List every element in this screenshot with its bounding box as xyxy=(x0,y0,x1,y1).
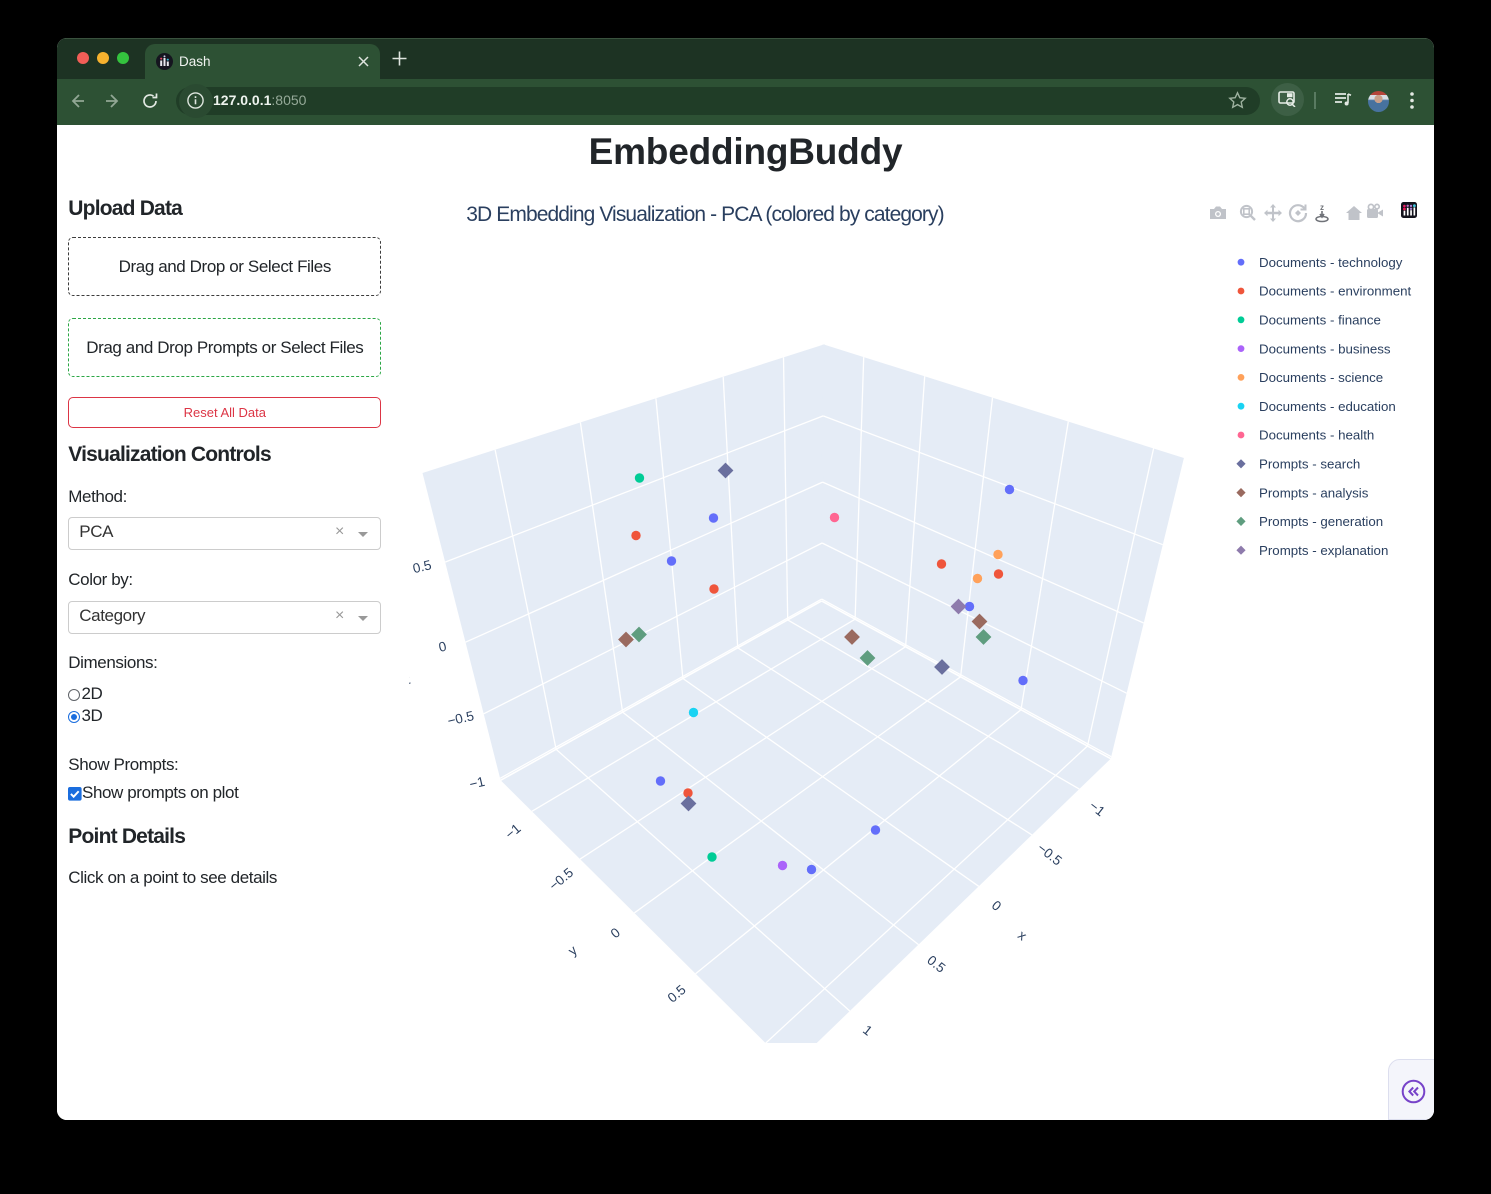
svg-text:y: y xyxy=(565,942,580,958)
svg-text:z: z xyxy=(1320,203,1324,212)
svg-text:Prompts - generation: Prompts - generation xyxy=(1259,514,1383,529)
svg-text:Documents - technology: Documents - technology xyxy=(1259,254,1403,269)
svg-text:Documents - health: Documents - health xyxy=(1259,427,1374,442)
svg-text:Prompts - explanation: Prompts - explanation xyxy=(1259,542,1388,557)
svg-text:0.5: 0.5 xyxy=(411,557,433,576)
svg-text:Documents - business: Documents - business xyxy=(1259,341,1391,356)
svg-text:0: 0 xyxy=(437,639,448,655)
svg-text:0: 0 xyxy=(988,898,1003,914)
svg-text:1: 1 xyxy=(859,1022,874,1038)
svg-text:−1: −1 xyxy=(1086,798,1107,819)
svg-text:Prompts - analysis: Prompts - analysis xyxy=(1259,485,1369,500)
svg-text:Documents - science: Documents - science xyxy=(1259,370,1383,385)
svg-text:Documents - environment: Documents - environment xyxy=(1259,283,1412,298)
svg-text:Documents - finance: Documents - finance xyxy=(1259,312,1381,327)
svg-text:Prompts - search: Prompts - search xyxy=(1259,456,1360,471)
svg-text:−0.5: −0.5 xyxy=(1034,840,1064,868)
svg-text:0.5: 0.5 xyxy=(664,982,688,1006)
svg-text:z: z xyxy=(409,671,412,687)
svg-text:−1: −1 xyxy=(502,821,523,842)
svg-text:0: 0 xyxy=(607,925,622,941)
svg-text:x: x xyxy=(1014,927,1029,943)
svg-text:−1: −1 xyxy=(467,774,485,792)
svg-text:−0.5: −0.5 xyxy=(546,865,576,894)
svg-text:−0.5: −0.5 xyxy=(446,708,475,729)
svg-text:Documents - education: Documents - education xyxy=(1259,398,1396,413)
svg-text:0.5: 0.5 xyxy=(924,952,948,975)
